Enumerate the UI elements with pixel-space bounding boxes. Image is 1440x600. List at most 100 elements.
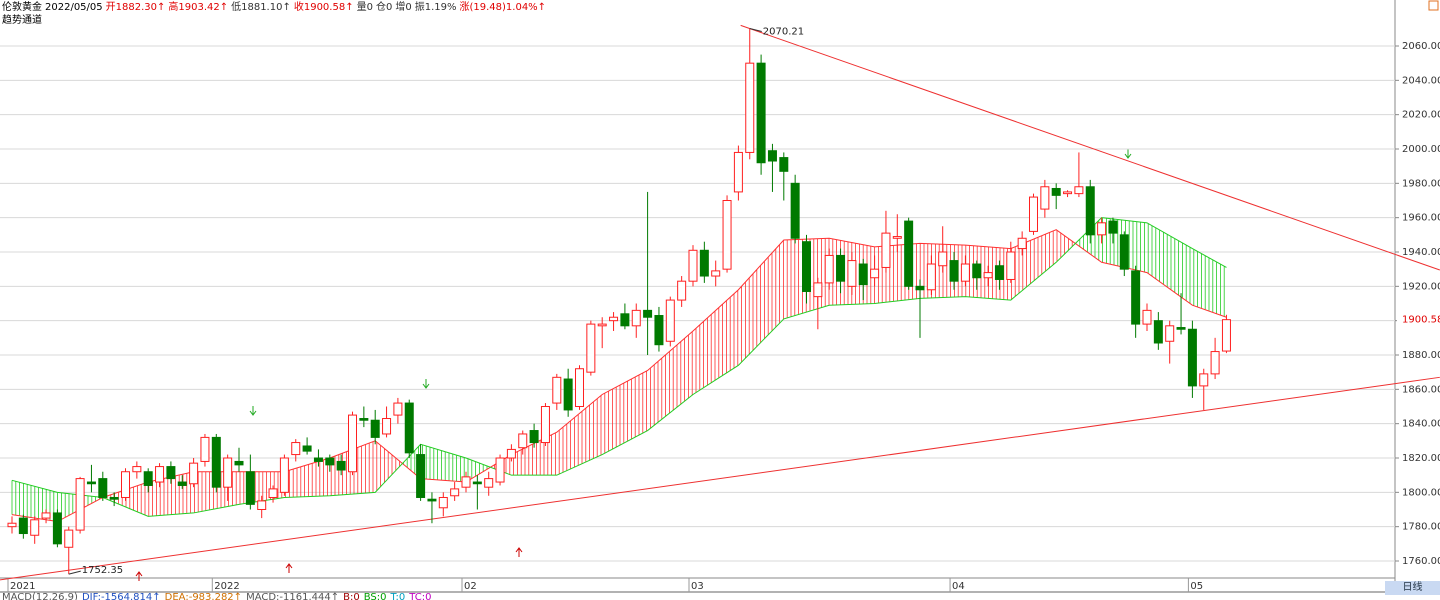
candle-body: [404, 402, 414, 454]
candle-body: [1051, 187, 1061, 196]
candle-body: [654, 315, 664, 346]
candle-body: [677, 280, 687, 301]
candle-body: [529, 430, 539, 444]
window-icon[interactable]: [1428, 0, 1439, 11]
candle-body: [506, 448, 516, 459]
candle-body: [813, 282, 823, 298]
candle-body: [1176, 327, 1186, 330]
candle-body: [416, 454, 426, 498]
candle-body: [245, 471, 255, 505]
y-tick-label: 1860.00: [1402, 384, 1440, 395]
candle-body: [495, 457, 505, 483]
x-tick-label: 04: [952, 581, 965, 592]
quote-field: 收1900.58↑: [293, 2, 354, 13]
high-label: 2070.21: [763, 26, 804, 37]
candle-body: [960, 263, 970, 282]
candle-body: [98, 478, 108, 498]
sell-signal: [249, 406, 257, 416]
high-pointer: [749, 27, 762, 32]
candle-body: [631, 309, 641, 327]
candle-body: [518, 433, 528, 449]
buy-signal: [135, 571, 143, 581]
candle-body: [926, 263, 936, 291]
y-tick-label: 2040.00: [1402, 75, 1440, 86]
candle-body: [234, 460, 244, 466]
candle-body: [211, 436, 221, 488]
candle-body: [268, 488, 278, 498]
candle-body: [756, 62, 766, 164]
candle-body: [1221, 319, 1231, 352]
candle-body: [733, 151, 743, 193]
header: 伦敦黄金 2022/05/05 开1882.30↑ 高1903.42↑ 低1881.10…: [2, 1, 552, 27]
period-button[interactable]: 日线: [1385, 581, 1440, 595]
candle-body: [1131, 270, 1141, 325]
candle-body: [824, 254, 834, 284]
y-tick-label: 1880.00: [1402, 350, 1440, 361]
candle-body: [30, 519, 40, 536]
candle-body: [18, 517, 28, 535]
trend-line: [0, 376, 1440, 581]
candle-body: [938, 251, 948, 267]
macd-field: DEA:-983.282↑: [164, 592, 243, 600]
candle-body: [586, 323, 596, 373]
candle-body: [552, 376, 562, 404]
y-tick-label: 1760.00: [1402, 556, 1440, 567]
candle-body: [779, 157, 789, 172]
candle-body: [155, 466, 165, 483]
candle-body: [461, 476, 471, 488]
y-tick-label: 1780.00: [1402, 522, 1440, 533]
candle-body: [1210, 351, 1220, 375]
candle-body: [200, 436, 210, 462]
candle-body: [370, 419, 380, 438]
candle-body: [836, 254, 846, 282]
candle-body: [438, 496, 448, 509]
indicator-name: 趋势通道: [2, 15, 42, 26]
candle-body: [359, 418, 369, 421]
low-pointer: [68, 570, 81, 575]
candle-body: [1063, 191, 1073, 195]
candle-body: [52, 512, 62, 545]
candle-body: [575, 368, 584, 408]
candle-body: [540, 406, 550, 444]
quote-field: 开1882.30↑: [105, 2, 166, 13]
last-price-label: 1900.58: [1402, 315, 1440, 326]
candle-body: [915, 285, 925, 291]
candle-body: [143, 471, 153, 486]
candle-body: [1006, 251, 1016, 280]
candle-body: [597, 323, 607, 327]
trend-line: [740, 24, 1440, 271]
candle-body: [64, 529, 74, 548]
candle-body: [189, 462, 199, 485]
signal-arrows: [135, 149, 1132, 581]
date: 2022/05/05: [45, 2, 103, 13]
candle-body: [348, 414, 357, 473]
candle-body: [1029, 196, 1038, 232]
macd-field: MACD:-1161.444↑: [246, 592, 340, 600]
macd-field: TC:0: [409, 592, 432, 600]
x-tick-label: 2021: [10, 581, 35, 592]
candle-body: [1017, 237, 1027, 250]
candle-body: [7, 522, 17, 528]
candle-body: [711, 270, 721, 277]
candle-body: [665, 299, 675, 342]
candle-body: [1040, 186, 1050, 210]
sell-signal: [422, 379, 430, 389]
y-tick-label: 1980.00: [1402, 178, 1440, 189]
candle-body: [1097, 222, 1107, 236]
candle-body: [336, 460, 346, 471]
macd-field: BS:0: [363, 592, 387, 600]
quote-field: 振1.19%: [414, 2, 457, 13]
candle-body: [563, 378, 573, 411]
candle-body: [1119, 234, 1129, 270]
candle-body: [643, 309, 653, 318]
candle-body: [1199, 373, 1209, 387]
candle-body: [75, 478, 85, 531]
low-label: 1752.35: [82, 565, 123, 576]
y-tick-label: 1920.00: [1402, 281, 1440, 292]
last-price-bg: [1397, 313, 1440, 326]
sell-signal: [1124, 149, 1132, 159]
candle-body: [790, 182, 800, 239]
x-tick-label: 2022: [214, 581, 239, 592]
